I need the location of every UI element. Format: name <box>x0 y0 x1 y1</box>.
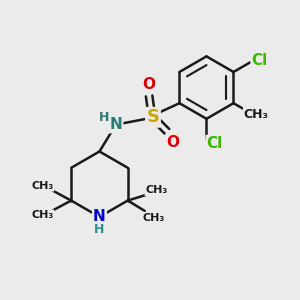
Text: N: N <box>110 117 122 132</box>
Text: CH₃: CH₃ <box>31 181 53 191</box>
Text: CH₃: CH₃ <box>31 210 53 220</box>
Text: H: H <box>94 223 105 236</box>
Text: CH₃: CH₃ <box>244 108 269 121</box>
Text: CH₃: CH₃ <box>146 185 168 195</box>
Text: O: O <box>142 76 155 92</box>
Text: O: O <box>167 135 179 150</box>
Text: N: N <box>93 209 106 224</box>
Text: Cl: Cl <box>252 53 268 68</box>
Text: S: S <box>146 108 160 126</box>
Text: H: H <box>99 111 110 124</box>
Text: CH₃: CH₃ <box>142 213 165 224</box>
Text: Cl: Cl <box>207 136 223 151</box>
